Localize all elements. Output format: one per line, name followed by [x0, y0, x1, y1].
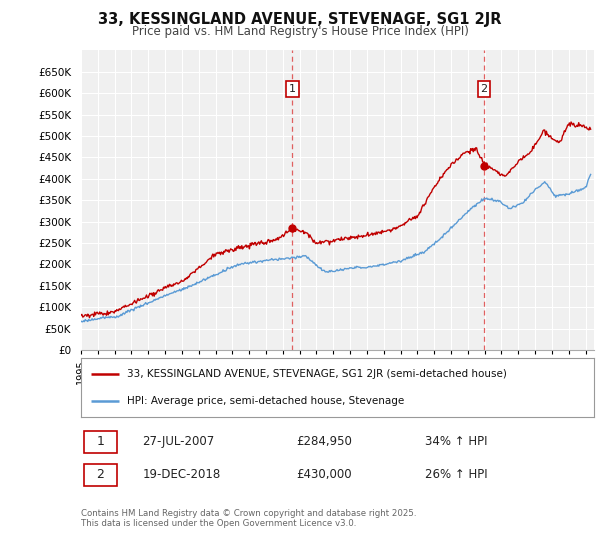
- Text: 33, KESSINGLAND AVENUE, STEVENAGE, SG1 2JR (semi-detached house): 33, KESSINGLAND AVENUE, STEVENAGE, SG1 2…: [127, 369, 507, 379]
- Text: 34% ↑ HPI: 34% ↑ HPI: [425, 435, 487, 449]
- Text: 2: 2: [96, 468, 104, 481]
- Text: 1: 1: [289, 84, 296, 94]
- Text: 27-JUL-2007: 27-JUL-2007: [143, 435, 215, 449]
- Text: Contains HM Land Registry data © Crown copyright and database right 2025.
This d: Contains HM Land Registry data © Crown c…: [81, 508, 416, 528]
- Text: Price paid vs. HM Land Registry's House Price Index (HPI): Price paid vs. HM Land Registry's House …: [131, 25, 469, 38]
- Text: 2: 2: [481, 84, 488, 94]
- Text: £284,950: £284,950: [296, 435, 352, 449]
- FancyBboxPatch shape: [83, 464, 117, 486]
- Text: 1: 1: [96, 435, 104, 449]
- Text: 19-DEC-2018: 19-DEC-2018: [143, 468, 221, 481]
- Text: HPI: Average price, semi-detached house, Stevenage: HPI: Average price, semi-detached house,…: [127, 396, 404, 407]
- Text: 26% ↑ HPI: 26% ↑ HPI: [425, 468, 487, 481]
- FancyBboxPatch shape: [83, 431, 117, 452]
- Text: £430,000: £430,000: [296, 468, 352, 481]
- Text: 33, KESSINGLAND AVENUE, STEVENAGE, SG1 2JR: 33, KESSINGLAND AVENUE, STEVENAGE, SG1 2…: [98, 12, 502, 27]
